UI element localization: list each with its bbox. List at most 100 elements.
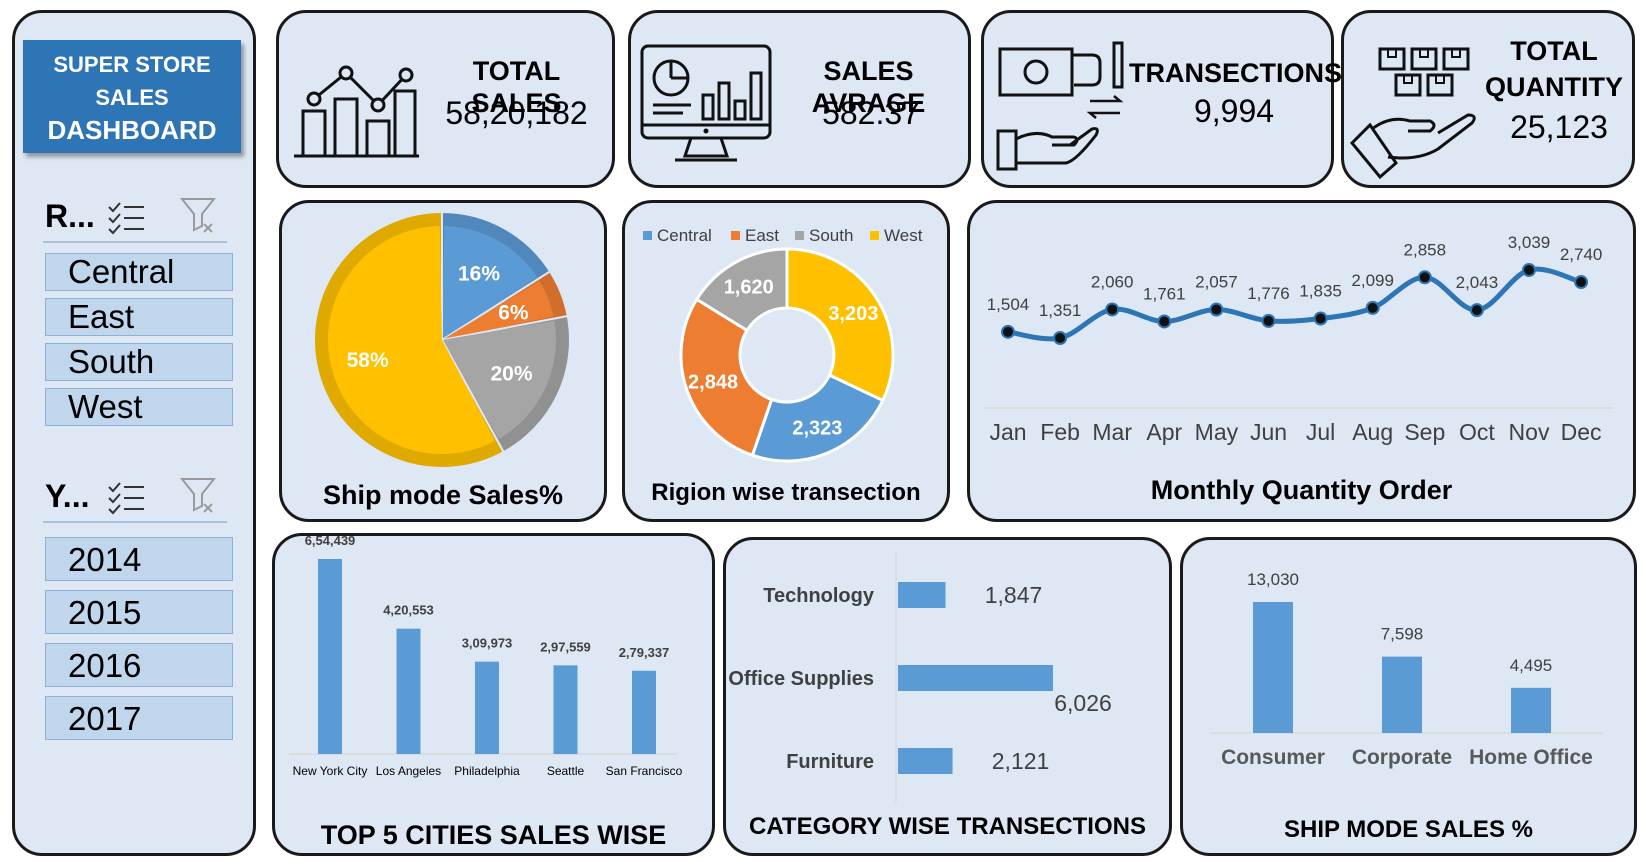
kpi-value: 58,20,182 bbox=[445, 95, 588, 131]
data-label: 2,099 bbox=[1351, 271, 1394, 290]
pie-slice-inner bbox=[328, 226, 495, 454]
data-label: 2,79,337 bbox=[619, 645, 670, 660]
data-point bbox=[1105, 302, 1120, 317]
chart-title: SHIP MODE SALES % bbox=[1284, 816, 1533, 843]
chart-title: CATEGORY WISE TRANSECTIONS bbox=[749, 813, 1146, 840]
chart-title: Monthly Quantity Order bbox=[1150, 475, 1453, 505]
dashboard-title-box: SUPER STORE SALES DASHBOARD bbox=[23, 40, 241, 153]
checklist-icon[interactable] bbox=[107, 481, 147, 515]
legend-swatch bbox=[731, 231, 740, 240]
x-tick-label: Aug bbox=[1352, 419, 1393, 445]
line-bar-chart-icon bbox=[294, 65, 419, 158]
ship-mode-sales-panel: 13,030 Consumer 7,598 Corporate 4,495 Home Of… bbox=[1180, 537, 1637, 856]
slicer-divider bbox=[43, 241, 227, 243]
donut-slice bbox=[694, 247, 789, 333]
checklist-icon[interactable] bbox=[107, 201, 147, 235]
data-label: 6,54,439 bbox=[305, 533, 356, 548]
monitor-dashboard-icon bbox=[640, 44, 772, 162]
chart-title: Rigion wise transection bbox=[651, 479, 921, 506]
data-point bbox=[1001, 324, 1015, 339]
legend-label: Central bbox=[657, 226, 712, 245]
bar bbox=[632, 670, 656, 754]
data-label: 2,323 bbox=[792, 417, 842, 439]
data-point bbox=[1469, 303, 1484, 318]
x-tick-label: Mar bbox=[1092, 419, 1132, 445]
data-label: 20% bbox=[490, 363, 532, 386]
boxes-in-hand-icon bbox=[1349, 47, 1476, 180]
legend-label: East bbox=[745, 226, 779, 245]
data-label: 1,620 bbox=[724, 276, 774, 298]
slicer-item-2017[interactable]: 2017 bbox=[45, 696, 233, 740]
x-tick-label: Jul bbox=[1306, 419, 1335, 445]
data-label: 4,495 bbox=[1510, 656, 1553, 675]
x-tick-label: Jun bbox=[1250, 419, 1287, 445]
ship-mode-pie-chart: 16% 6% 20% 58% bbox=[313, 210, 571, 469]
data-label: 3,09,973 bbox=[462, 636, 513, 651]
year-slicer-header: Y... bbox=[45, 478, 90, 514]
x-tick-label: Sep bbox=[1404, 419, 1445, 445]
chart-title: Ship mode Sales% bbox=[322, 480, 564, 510]
data-label: 2,043 bbox=[1456, 273, 1499, 292]
kpi-card-total-quantity: TOTAL QUANTITY 25,123 bbox=[1341, 10, 1635, 188]
legend-label: West bbox=[884, 226, 923, 245]
bar bbox=[898, 748, 953, 774]
data-label: 1,847 bbox=[985, 582, 1043, 608]
data-label: 1,351 bbox=[1039, 301, 1082, 320]
data-label: 58% bbox=[347, 349, 389, 372]
data-label: 2,858 bbox=[1404, 240, 1447, 259]
bar bbox=[475, 661, 499, 754]
slicer-item-2016[interactable]: 2016 bbox=[45, 643, 233, 687]
region-donut-chart: Central East South West 3,203 2,323 2,848 1,620 bbox=[643, 226, 923, 463]
clear-filter-icon[interactable] bbox=[179, 196, 220, 236]
x-tick-label: May bbox=[1195, 419, 1239, 445]
data-label: 1,776 bbox=[1247, 284, 1290, 303]
bar bbox=[553, 665, 578, 754]
x-tick-label: Philadelphia bbox=[454, 764, 520, 778]
clear-filter-icon[interactable] bbox=[179, 476, 220, 516]
region-donut-panel: Central East South West 3,203 2,323 2,848 1,620… bbox=[622, 200, 950, 522]
x-tick-label: New York City bbox=[293, 764, 368, 778]
top-cities-panel: 6,54,439 New York City 4,20,553 Los Angeles… bbox=[272, 533, 715, 856]
pie-slice-inner bbox=[442, 320, 556, 439]
dashboard-title-line: SALES bbox=[95, 85, 169, 110]
kpi-card-transactions: TRANSECTIONS 9,994 bbox=[981, 10, 1342, 188]
kpi-label: SALES AVRAGE bbox=[811, 56, 926, 119]
slicer-item-west[interactable]: West bbox=[45, 388, 233, 426]
y-tick-label: Furniture bbox=[786, 751, 874, 773]
donut-slice bbox=[679, 297, 774, 458]
data-label: 6% bbox=[498, 302, 529, 325]
bar bbox=[1382, 656, 1422, 733]
slicer-item-east[interactable]: East bbox=[45, 298, 233, 336]
data-label: 7,598 bbox=[1381, 625, 1424, 644]
data-label: 2,057 bbox=[1195, 273, 1238, 292]
data-label: 3,203 bbox=[828, 303, 878, 325]
x-tick-label: Apr bbox=[1146, 419, 1182, 445]
slicer-item-2014[interactable]: 2014 bbox=[45, 537, 233, 581]
x-tick-label: Consumer bbox=[1221, 746, 1325, 769]
legend-swatch bbox=[795, 231, 804, 240]
kpi-value: 9,994 bbox=[1193, 93, 1275, 129]
category-transactions-bar-chart: Technology 1,847 Office Supplies 6,026 Furni… bbox=[728, 553, 1112, 802]
slicer-item-central[interactable]: Central bbox=[45, 253, 233, 291]
x-tick-label: Home Office bbox=[1469, 746, 1593, 769]
data-label: 16% bbox=[458, 263, 500, 286]
kpi-label: TOTAL bbox=[1510, 36, 1598, 66]
slicer-item-south[interactable]: South bbox=[45, 343, 233, 381]
dashboard-title-line: SUPER STORE bbox=[53, 52, 211, 77]
donut-slice bbox=[750, 373, 885, 463]
ship-mode-pie-panel: 16% 6% 20% 58% Ship mode Sales% bbox=[279, 200, 607, 522]
slicer-divider bbox=[43, 521, 227, 523]
legend-label: South bbox=[809, 226, 853, 245]
data-label: 1,504 bbox=[987, 295, 1030, 314]
region-slicer-header: R... bbox=[45, 198, 95, 234]
pie-slice-inner bbox=[442, 280, 554, 340]
data-label: 2,740 bbox=[1560, 245, 1603, 264]
data-label: 2,848 bbox=[688, 371, 738, 393]
data-label: 1,761 bbox=[1143, 284, 1186, 303]
pie-slice-inner bbox=[442, 226, 538, 340]
kpi-card-sales-average: SALES AVRAGE 582.37 bbox=[628, 10, 971, 188]
x-tick-label: Corporate bbox=[1352, 746, 1452, 769]
slicer-item-2015[interactable]: 2015 bbox=[45, 590, 233, 634]
data-label: 6,026 bbox=[1054, 690, 1112, 716]
bar bbox=[898, 665, 1053, 691]
